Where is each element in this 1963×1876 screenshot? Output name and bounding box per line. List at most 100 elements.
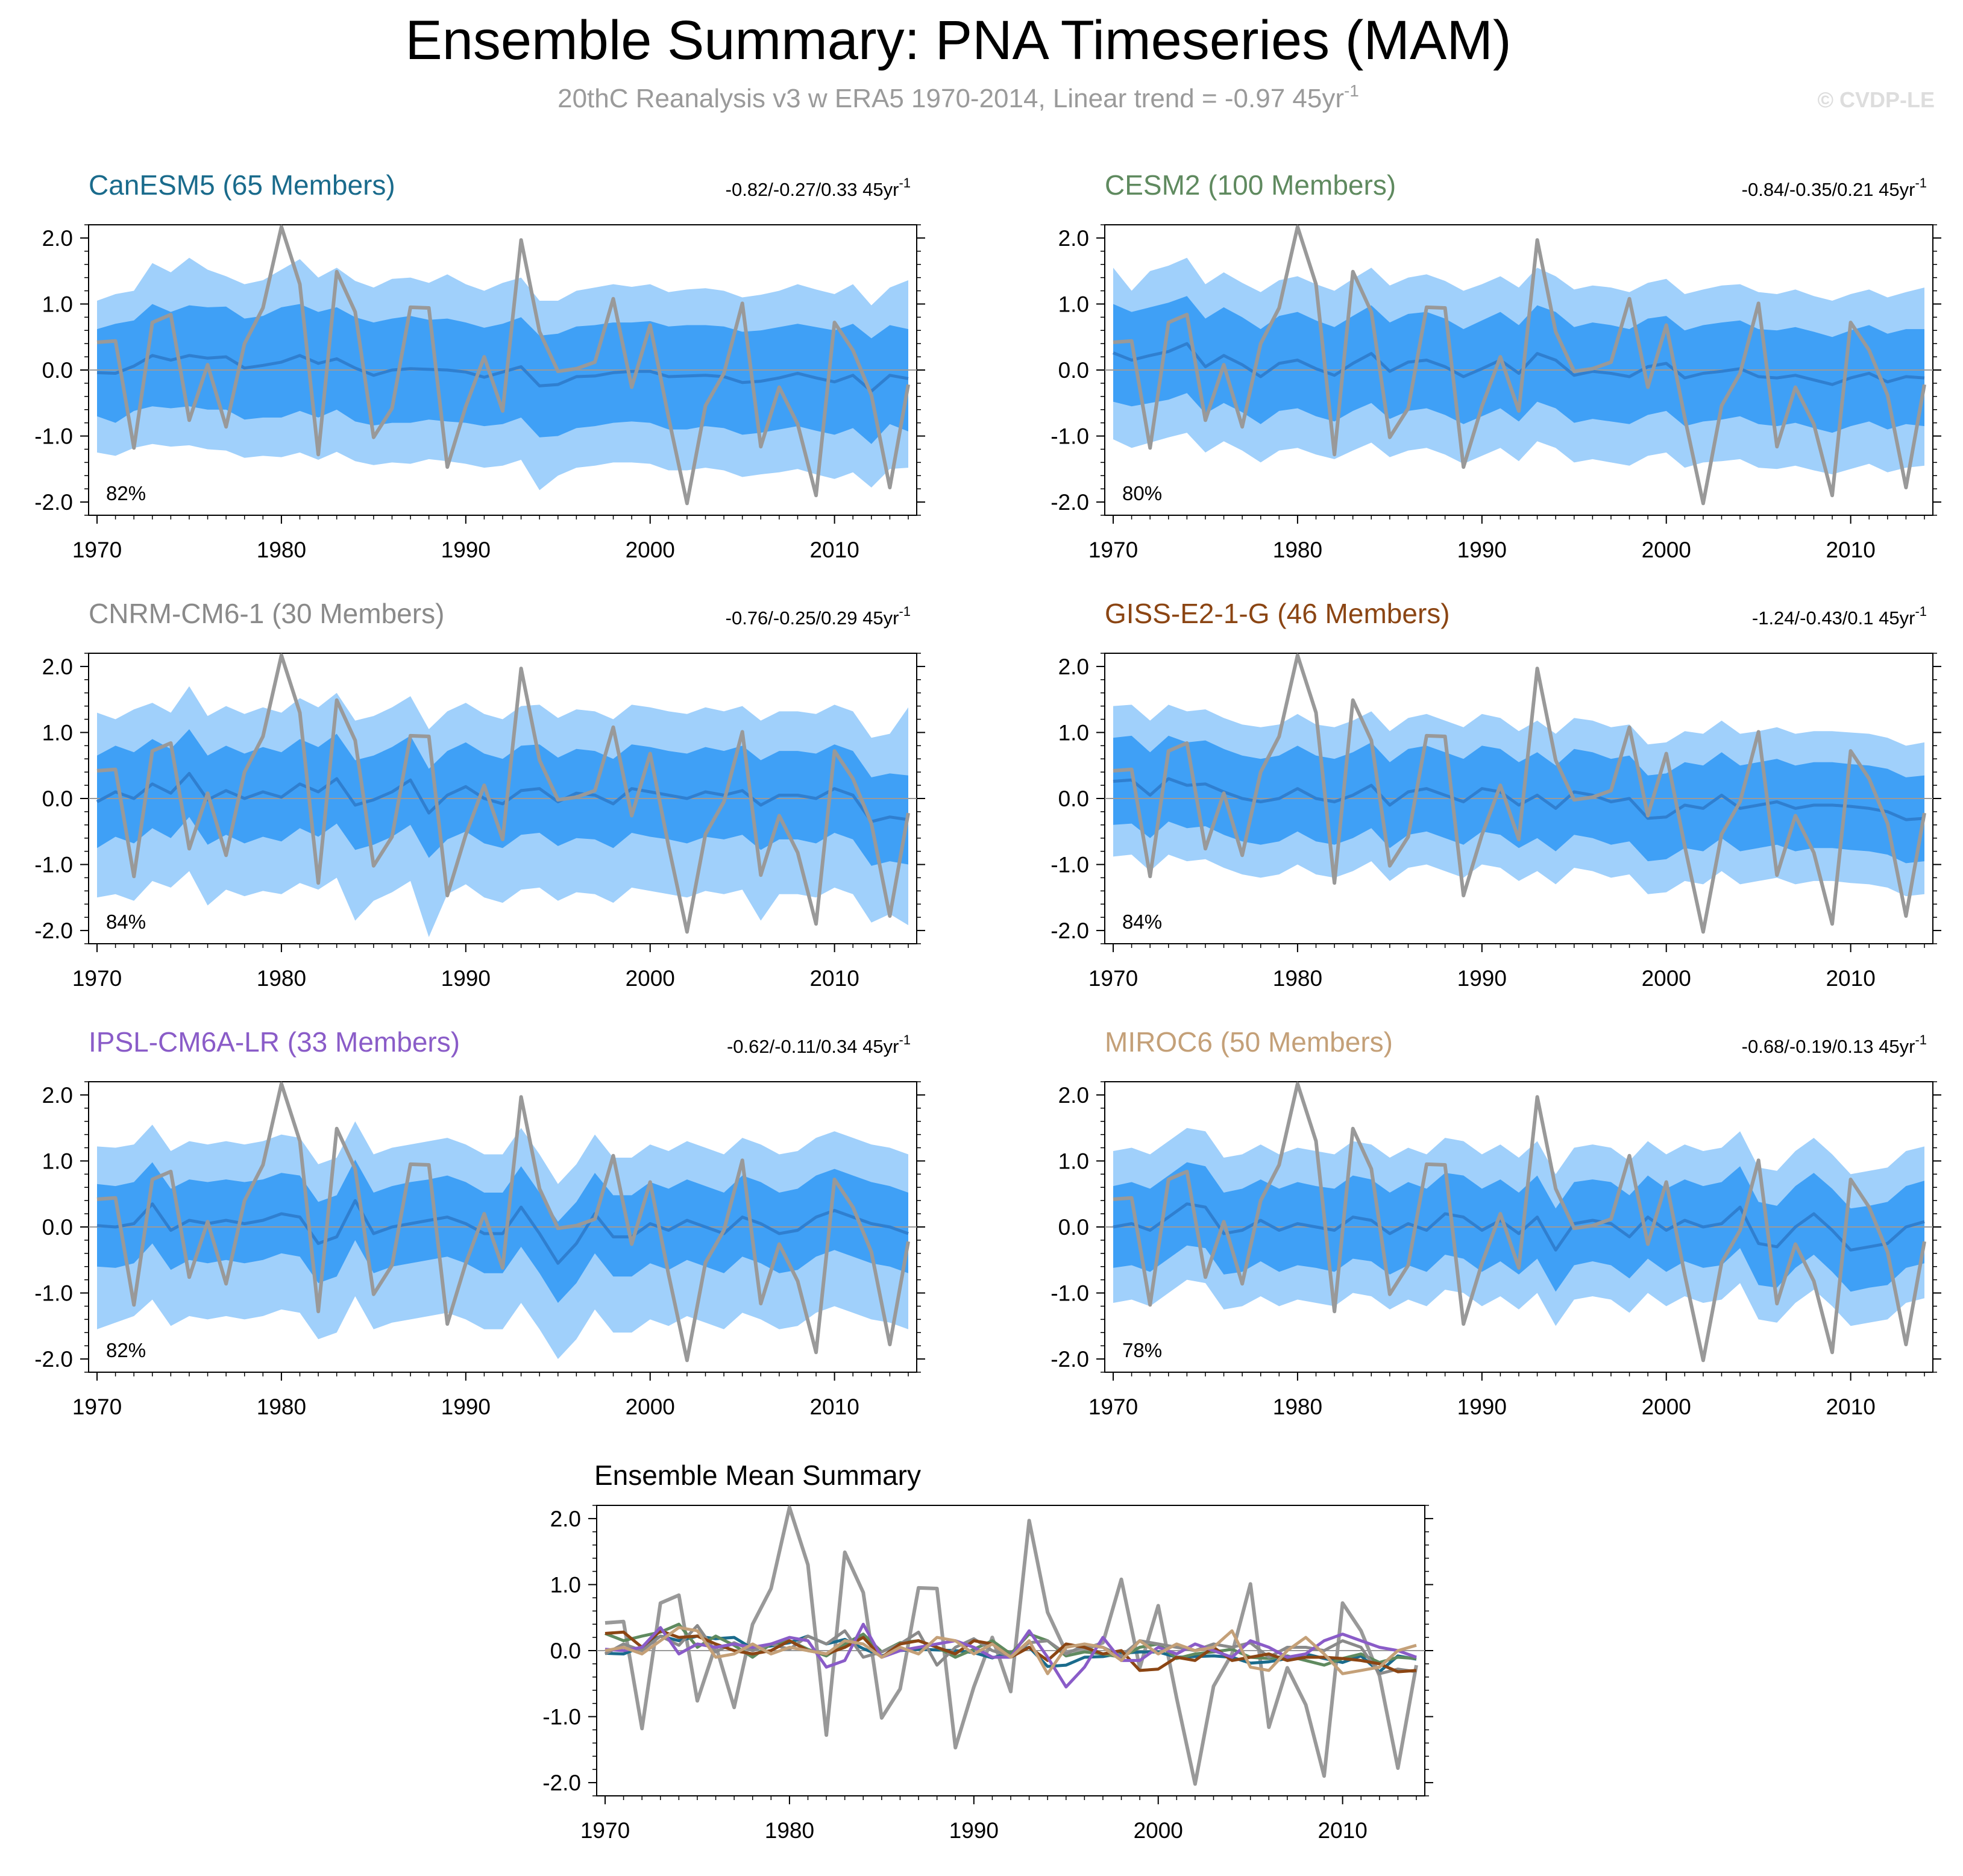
- panel-cnrm-cm6-1: 2.0 1.0 0.0 -1.0 -2.0 1970 1980 1990 2000 2010 CNR…: [34, 598, 925, 991]
- y-tick-label: 2.0: [42, 1083, 73, 1108]
- panel-ensemble-mean-summary: 2.0 1.0 0.0 -1.0 -2.0 1970 1980 1990 2000 2010 Ens…: [542, 1460, 1433, 1843]
- panel-title: CNRM-CM6-1 (30 Members): [89, 598, 444, 629]
- y-tick-label: 1.0: [1058, 1149, 1089, 1173]
- x-tick-label: 2000: [626, 538, 675, 562]
- y-tick-label: -2.0: [1051, 918, 1089, 943]
- panel-trend-stat: -0.68/-0.19/0.13 45yr-1: [1742, 1032, 1927, 1057]
- x-tick-label: 1990: [1457, 966, 1507, 991]
- panel-title: CESM2 (100 Members): [1105, 169, 1396, 201]
- x-tick-label: 1980: [257, 966, 306, 991]
- y-tick-label: -2.0: [1051, 490, 1089, 515]
- y-tick-label: -1.0: [34, 424, 73, 449]
- x-tick-label: 1970: [72, 1394, 122, 1419]
- x-tick-label: 2010: [809, 1394, 859, 1419]
- observed-line: [1113, 653, 1926, 934]
- panel-ipsl-cm6a-lr: 2.0 1.0 0.0 -1.0 -2.0 1970 1980 1990 2000 2010 IPS…: [34, 1026, 925, 1419]
- y-tick-label: 2.0: [42, 654, 73, 679]
- ensemble-mean-line: [96, 354, 909, 393]
- credit-watermark: © CVDP-LE: [1817, 87, 1935, 112]
- y-tick-label: 2.0: [42, 226, 73, 251]
- x-tick-label: 1970: [1088, 1394, 1138, 1419]
- panels: 2.0 1.0 0.0 -1.0 -2.0 1970 1980 1990 2000 2010 Can…: [34, 169, 1941, 1843]
- panel-trend-stat: -0.76/-0.25/0.29 45yr-1: [726, 604, 911, 629]
- x-tick-label: 2010: [1318, 1818, 1367, 1843]
- x-tick-label: 1970: [72, 538, 122, 562]
- observed-line: [96, 1082, 910, 1363]
- y-tick-label: 2.0: [550, 1507, 581, 1531]
- x-tick-label: 2000: [1642, 966, 1691, 991]
- panel-trend-stat: -0.62/-0.11/0.34 45yr-1: [727, 1032, 911, 1057]
- y-tick-label: 2.0: [1058, 226, 1089, 251]
- panel-title: GISS-E2-1-G (46 Members): [1105, 598, 1450, 629]
- x-tick-label: 2000: [1642, 1394, 1691, 1419]
- x-tick-label: 1990: [1457, 538, 1507, 562]
- x-tick-label: 1980: [1273, 966, 1322, 991]
- panel-trend-stat: -1.24/-0.43/0.1 45yr-1: [1752, 604, 1927, 629]
- observed-line: [605, 1505, 1418, 1786]
- y-tick-label: 0.0: [1058, 358, 1089, 383]
- y-tick-label: 1.0: [42, 720, 73, 745]
- x-tick-label: 2000: [1642, 538, 1691, 562]
- y-tick-label: -2.0: [34, 490, 73, 515]
- x-tick-label: 1970: [72, 966, 122, 991]
- model-mean-line-miroc6: [605, 1626, 1417, 1675]
- panel-percent: 78%: [1122, 1339, 1162, 1361]
- panel-title: CanESM5 (65 Members): [89, 169, 395, 201]
- y-tick-label: -2.0: [34, 1347, 73, 1372]
- panel-cesm2: 2.0 1.0 0.0 -1.0 -2.0 1970 1980 1990 2000 2010 CES…: [1051, 169, 1941, 562]
- figure-title: Ensemble Summary: PNA Timeseries (MAM): [405, 10, 1511, 71]
- x-tick-label: 2010: [1826, 1394, 1875, 1419]
- x-tick-label: 1970: [1088, 966, 1138, 991]
- x-tick-label: 1980: [257, 538, 306, 562]
- ensemble-mean-line: [96, 1199, 909, 1265]
- x-tick-label: 2010: [1826, 538, 1875, 562]
- y-tick-label: 1.0: [1058, 720, 1089, 745]
- y-tick-label: -1.0: [1051, 1281, 1089, 1306]
- y-tick-label: 1.0: [42, 292, 73, 316]
- y-tick-label: 2.0: [1058, 654, 1089, 679]
- y-tick-label: -2.0: [542, 1771, 581, 1795]
- panel-percent: 84%: [1122, 911, 1162, 933]
- x-tick-label: 1980: [1273, 538, 1322, 562]
- y-tick-label: 2.0: [1058, 1083, 1089, 1108]
- panel-giss-e2-1-g: 2.0 1.0 0.0 -1.0 -2.0 1970 1980 1990 2000 2010 GIS…: [1051, 598, 1941, 991]
- panel-percent: 82%: [106, 1339, 146, 1361]
- y-tick-label: -1.0: [1051, 424, 1089, 449]
- panel-title: IPSL-CM6A-LR (33 Members): [89, 1026, 460, 1058]
- x-tick-label: 1990: [441, 966, 491, 991]
- x-tick-label: 1970: [580, 1818, 630, 1843]
- panel-trend-stat: -0.84/-0.35/0.21 45yr-1: [1742, 175, 1927, 200]
- ensemble-mean-line: [1113, 777, 1925, 821]
- panel-miroc6: 2.0 1.0 0.0 -1.0 -2.0 1970 1980 1990 2000 2010 MIR…: [1051, 1026, 1941, 1419]
- x-tick-label: 1980: [1273, 1394, 1322, 1419]
- y-tick-label: 0.0: [42, 358, 73, 383]
- y-tick-label: 1.0: [1058, 292, 1089, 316]
- y-tick-label: -2.0: [34, 918, 73, 943]
- x-tick-label: 1990: [949, 1818, 999, 1843]
- y-tick-label: -1.0: [34, 1281, 73, 1306]
- mean-summary-title: Ensemble Mean Summary: [594, 1460, 921, 1491]
- panel-title: MIROC6 (50 Members): [1105, 1026, 1393, 1058]
- x-tick-label: 1990: [441, 1394, 491, 1419]
- y-tick-label: 0.0: [1058, 786, 1089, 811]
- ensemble-mean-line: [96, 771, 909, 823]
- x-tick-label: 1970: [1088, 538, 1138, 562]
- y-tick-label: -1.0: [542, 1705, 581, 1730]
- x-tick-label: 1980: [765, 1818, 814, 1843]
- x-tick-label: 2000: [626, 1394, 675, 1419]
- y-tick-label: 0.0: [42, 1215, 73, 1240]
- ensemble-mean-line: [1113, 342, 1925, 386]
- y-tick-label: -2.0: [1051, 1347, 1089, 1372]
- y-tick-label: 0.0: [550, 1639, 581, 1663]
- x-tick-label: 2000: [626, 966, 675, 991]
- panel-trend-stat: -0.82/-0.27/0.33 45yr-1: [726, 175, 911, 200]
- observed-line: [96, 225, 910, 506]
- y-tick-label: 0.0: [1058, 1215, 1089, 1240]
- x-tick-label: 1990: [1457, 1394, 1507, 1419]
- spread-band-10-90: [1113, 296, 1924, 433]
- panel-percent: 84%: [106, 911, 146, 933]
- observed-line: [96, 653, 910, 934]
- panel-canesm5: 2.0 1.0 0.0 -1.0 -2.0 1970 1980 1990 2000 2010 Can…: [34, 169, 925, 562]
- x-tick-label: 2010: [809, 966, 859, 991]
